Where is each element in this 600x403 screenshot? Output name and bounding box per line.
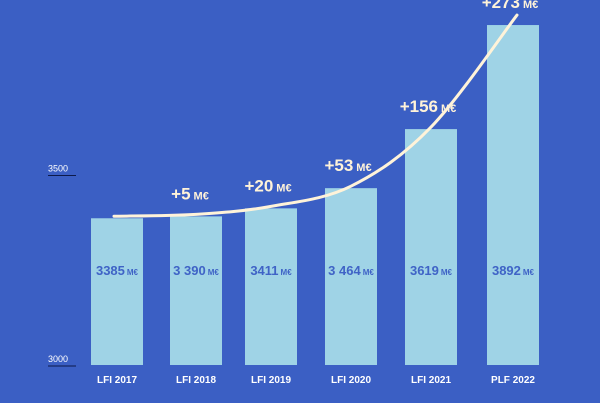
x-tick-label: LFI 2021 (411, 375, 451, 386)
trend-line (112, 13, 519, 218)
bar-value-unit: M€ (523, 268, 535, 277)
delta-annotation: +20 M€ (244, 176, 291, 195)
bar-value-number: 3892 (492, 263, 521, 278)
bar-value-number: 3385 (96, 263, 125, 278)
delta-unit: M€ (356, 162, 371, 174)
bar-value-unit: M€ (281, 268, 293, 277)
bars-group: 3385 M€ 3 390 M€ 3411 M€ 3 464 M€ 3619 M€ 3892 M€ (91, 25, 539, 365)
delta-annotation: +156 M€ (400, 97, 457, 116)
x-tick-label: LFI 2018 (176, 375, 216, 386)
bar-value-unit: M€ (208, 268, 220, 277)
delta-value: +156 (400, 97, 438, 116)
y-axis: 3500 3000 (48, 163, 76, 367)
bar-value-unit: M€ (127, 268, 139, 277)
x-tick-label: LFI 2019 (251, 375, 291, 386)
bar (170, 216, 222, 365)
bar-value-label: 3411 M€ (250, 263, 292, 278)
bar-value-number: 3 464 (328, 263, 361, 278)
delta-value: +20 (244, 176, 273, 195)
bar-value-number: 3411 (250, 263, 278, 278)
bar-value-label: 3385 M€ (96, 263, 139, 278)
delta-annotations: +5 M€+20 M€+53 M€+156 M€+273 M€ (171, 0, 538, 203)
x-axis-labels: LFI 2017 LFI 2018 LFI 2019 LFI 2020 LFI 2021… (97, 375, 535, 386)
bar-value-number: 3619 (410, 263, 439, 278)
bar-value-number: 3 390 (173, 263, 206, 278)
bar-value-label: 3 390 M€ (173, 263, 219, 278)
bar-value-label: 3892 M€ (492, 263, 535, 278)
delta-annotation: +5 M€ (171, 184, 209, 203)
delta-annotation: +273 M€ (482, 0, 539, 12)
bar-value-unit: M€ (363, 268, 375, 277)
delta-unit: M€ (194, 190, 209, 202)
bar-value-label: 3619 M€ (410, 263, 453, 278)
delta-value: +53 (324, 156, 353, 175)
bar-value-label: 3 464 M€ (328, 263, 374, 278)
x-tick-label: PLF 2022 (491, 375, 535, 386)
delta-unit: M€ (276, 182, 291, 194)
delta-value: +5 (171, 184, 190, 203)
y-tick-label: 3500 (48, 163, 68, 173)
bar (245, 208, 297, 365)
delta-unit: M€ (441, 103, 456, 115)
bar (325, 188, 377, 365)
bar (487, 25, 539, 365)
y-tick-label: 3000 (48, 354, 68, 364)
delta-annotation: +53 M€ (324, 156, 371, 175)
x-tick-label: LFI 2020 (331, 375, 371, 386)
bar-value-unit: M€ (441, 268, 453, 277)
bar (405, 129, 457, 365)
x-tick-label: LFI 2017 (97, 375, 137, 386)
delta-value: +273 (482, 0, 520, 12)
delta-unit: M€ (523, 0, 538, 11)
bar (91, 218, 143, 365)
